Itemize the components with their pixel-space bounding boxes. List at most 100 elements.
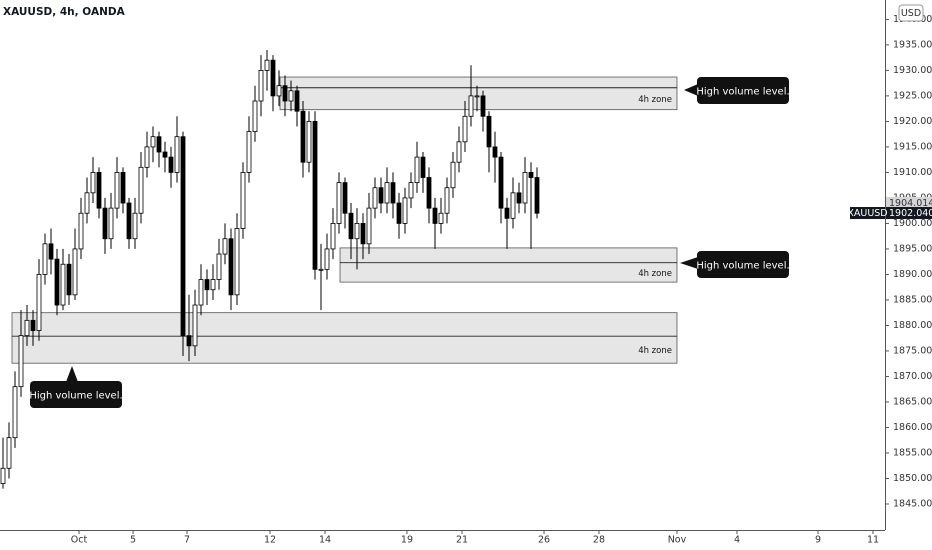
candle-body [198, 279, 204, 306]
candle-body [174, 136, 180, 173]
zone [279, 76, 678, 111]
candle-body [264, 59, 270, 71]
candle-body [336, 182, 342, 224]
candle-body [240, 172, 246, 229]
candle-body [408, 182, 414, 199]
candle-body [270, 59, 276, 97]
y-tick-label: 1880.000 [893, 320, 932, 331]
x-tick-label: 19 [401, 535, 413, 546]
price-label: 1904.014 [889, 198, 932, 209]
x-tick-label: 5 [130, 535, 136, 546]
candle-body [294, 90, 300, 112]
candle-body [492, 146, 498, 158]
symbol-box [850, 207, 885, 220]
x-tick-label: Nov [668, 535, 687, 546]
price-label-box [886, 196, 932, 209]
candle-body [54, 258, 60, 306]
callout-pointer [684, 84, 698, 96]
candle-body [180, 136, 186, 337]
candle-body [522, 172, 528, 204]
candle-body [246, 131, 252, 173]
candle-body [126, 202, 132, 240]
x-tick-label: 26 [538, 535, 550, 546]
callout-text: High volume level. [696, 87, 789, 98]
x-tick-label: 4 [734, 535, 740, 546]
x-tick-label: 12 [264, 535, 276, 546]
candle-body [348, 212, 354, 240]
currency-box [898, 4, 924, 22]
candle-body [462, 115, 468, 143]
candle-body [390, 182, 396, 204]
symbol-label: XAUUSD [847, 208, 887, 219]
candle-body [114, 172, 120, 209]
y-tick-label: 1900.000 [893, 218, 932, 229]
callout-box [697, 77, 789, 104]
candle-body [144, 146, 150, 168]
candle-body [84, 192, 90, 214]
candle-body [252, 100, 258, 133]
candle-body [516, 192, 522, 204]
x-tick-label: 21 [456, 535, 468, 546]
candle-body [312, 121, 318, 270]
candle-body [426, 177, 432, 209]
candle-body [420, 156, 426, 178]
candle-body [330, 223, 336, 250]
callout-text: High volume level. [29, 391, 122, 402]
callout-pointer [66, 366, 78, 382]
zone-label: 4h zone [638, 346, 672, 356]
candle-body [42, 243, 48, 275]
candle-body [168, 156, 174, 173]
candle-body [24, 319, 30, 337]
candle-body [432, 207, 438, 224]
zone-label: 4h zone [638, 269, 672, 279]
candle-body [150, 136, 156, 148]
callout-box [697, 251, 789, 278]
y-tick-label: 1895.000 [893, 243, 932, 254]
y-tick-label: 1865.000 [893, 396, 932, 407]
price-label-box [886, 207, 932, 220]
candle-body [342, 182, 348, 214]
x-tick-label: Oct [71, 535, 88, 546]
candle-body [378, 187, 384, 204]
candle-body [360, 223, 366, 245]
candle-body [258, 69, 264, 102]
y-tick-label: 1915.000 [893, 141, 932, 152]
candle-body [102, 207, 108, 240]
candle-body [276, 85, 282, 97]
candle-body [18, 335, 24, 388]
candle-body [396, 202, 402, 224]
candle-body [192, 304, 198, 347]
y-tick-label: 1930.000 [893, 65, 932, 76]
y-tick-label: 1845.000 [893, 498, 932, 509]
candle-body [156, 136, 162, 153]
y-tick-label: 1850.000 [893, 473, 932, 484]
candle-body [438, 212, 444, 224]
candle-body [402, 197, 408, 224]
candle-body [60, 263, 66, 306]
candle-body [414, 156, 420, 184]
candle-body [6, 437, 12, 469]
candle-body [162, 151, 168, 158]
candle-body [318, 268, 324, 271]
candle-body [234, 228, 240, 296]
zone [11, 312, 678, 364]
candle-body [384, 182, 390, 204]
candle-body [204, 279, 210, 291]
y-tick-label: 1885.000 [893, 294, 932, 305]
candle-body [354, 223, 360, 240]
candle-body [96, 172, 102, 209]
y-tick-label: 1925.000 [893, 90, 932, 101]
candle-body [372, 187, 378, 209]
candle-body [528, 172, 534, 178]
candle-body [216, 253, 222, 280]
candle-body [486, 115, 492, 148]
candle-body [90, 172, 96, 194]
candle-body [510, 192, 516, 219]
candle-body [36, 274, 42, 331]
x-tick-label: 14 [319, 535, 331, 546]
candle-body [0, 467, 6, 484]
zone-label: 4h zone [638, 95, 672, 105]
chart-title: XAUUSD, 4h, OANDA [3, 6, 126, 18]
candle-body [456, 141, 462, 163]
candle-body [222, 238, 228, 255]
